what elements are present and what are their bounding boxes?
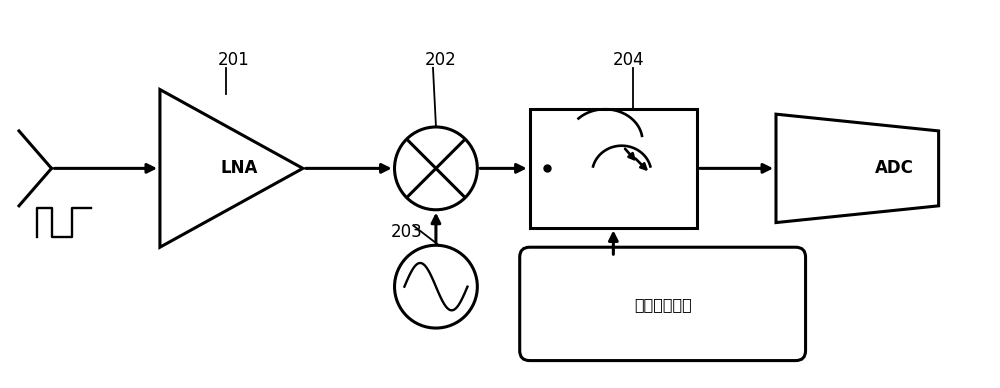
Text: 脉冲基带信号: 脉冲基带信号	[634, 297, 692, 312]
Text: 201: 201	[218, 51, 250, 69]
Text: 204: 204	[612, 51, 644, 69]
Bar	[530, 109, 697, 227]
Text: 202: 202	[425, 51, 457, 69]
Text: 203: 203	[390, 223, 422, 241]
Text: LNA: LNA	[220, 159, 257, 177]
Text: ADC: ADC	[875, 159, 914, 177]
